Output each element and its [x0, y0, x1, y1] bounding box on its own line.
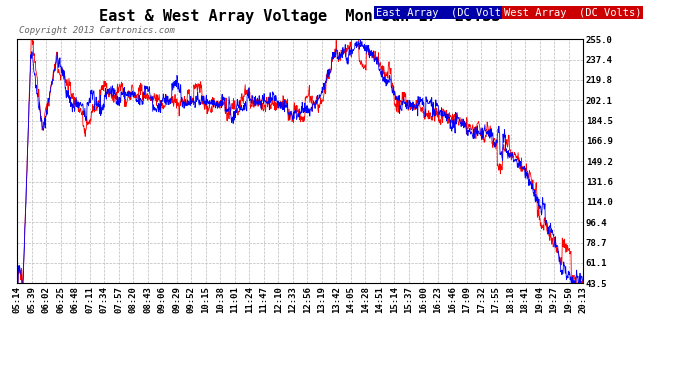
- Text: West Array  (DC Volts): West Array (DC Volts): [504, 8, 641, 18]
- Text: Copyright 2013 Cartronics.com: Copyright 2013 Cartronics.com: [19, 26, 175, 35]
- Text: East & West Array Voltage  Mon Jun 17  20:33: East & West Array Voltage Mon Jun 17 20:…: [99, 9, 501, 24]
- Text: East Array  (DC Volts): East Array (DC Volts): [376, 8, 513, 18]
